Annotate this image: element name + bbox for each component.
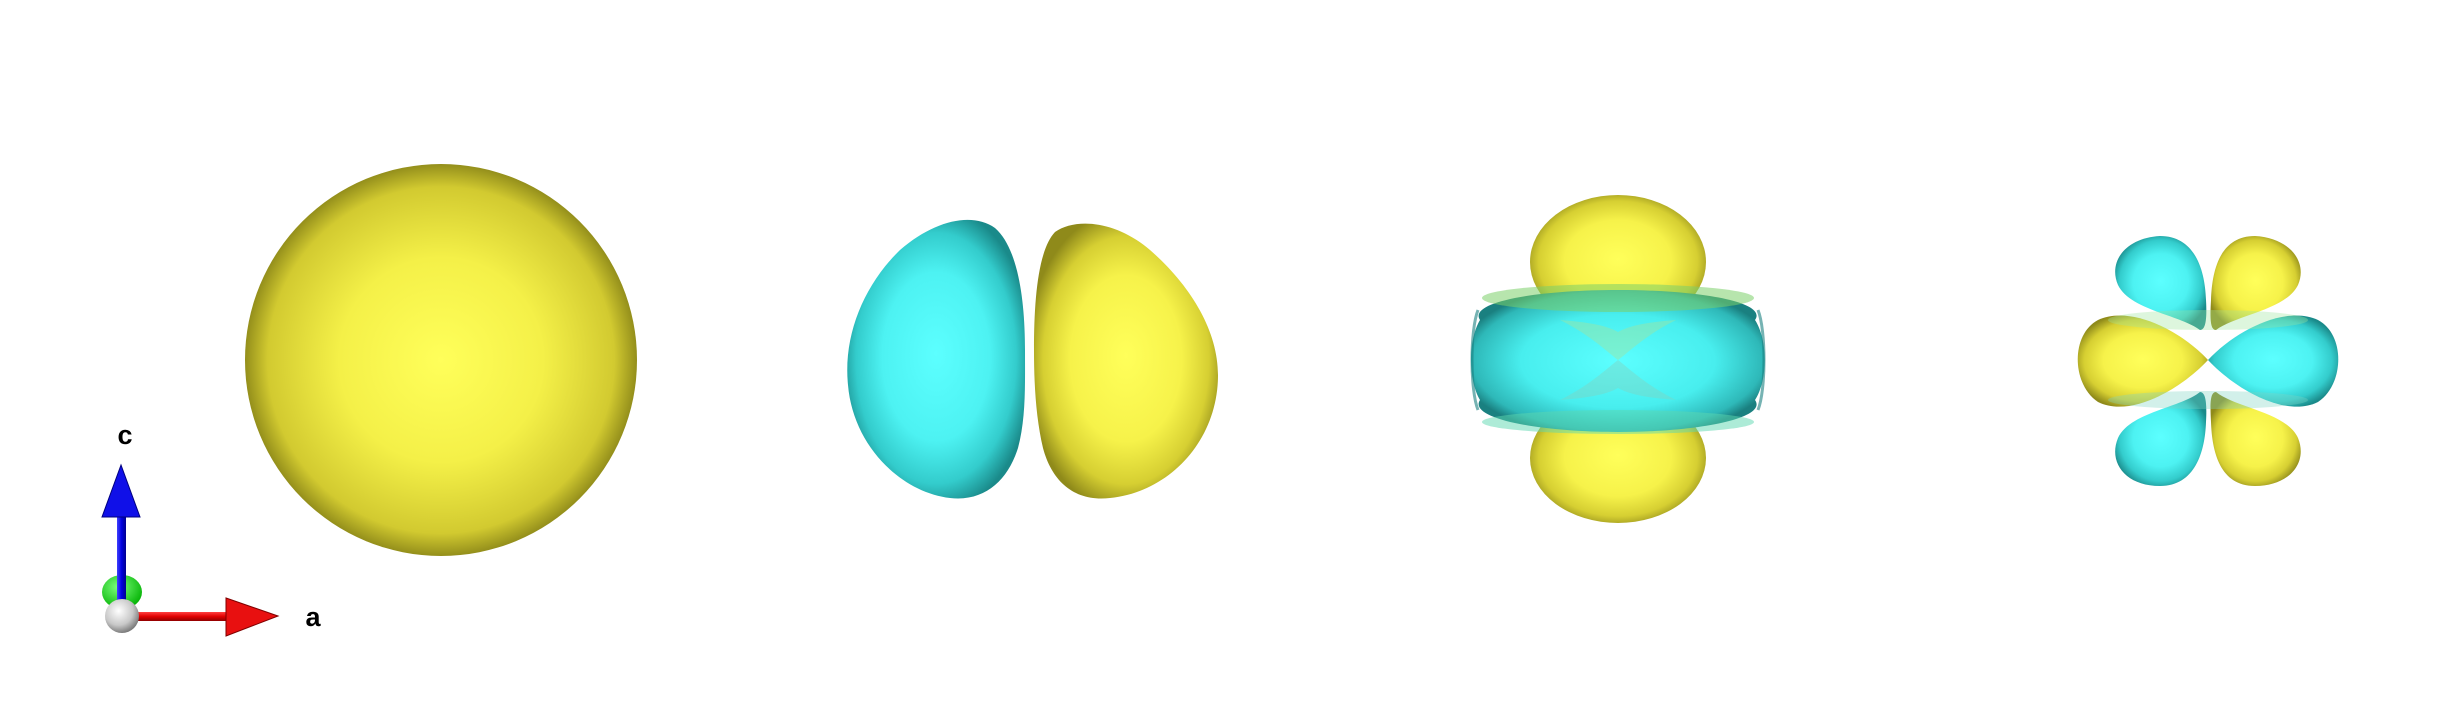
p-orbital <box>847 219 1218 499</box>
axis-origin <box>105 599 139 633</box>
d-orbital-lower-right-lobe <box>2210 392 2301 486</box>
c-axis-label: c <box>117 420 132 450</box>
dz2-orbital-torus-bottom-rim <box>1482 410 1754 434</box>
dz2-orbital-torus <box>1471 290 1765 432</box>
s-orbital <box>245 164 637 556</box>
d-orbital-overlap-band <box>2108 310 2308 330</box>
p-orbital-negative-lobe <box>847 219 1026 499</box>
p-orbital-positive-lobe <box>1034 223 1218 499</box>
dz2-orbital-hole-lower <box>1560 360 1676 400</box>
c-axis-arrowhead <box>101 463 141 518</box>
a-axis-label: a <box>305 602 321 632</box>
a-axis-arrowhead <box>225 597 280 637</box>
d-orbital <box>2077 236 2339 486</box>
dz2-orbital-torus-outline <box>1470 309 1766 411</box>
a-axis-shaft <box>124 612 232 621</box>
d-orbital-overlap-band-lower <box>2108 391 2308 409</box>
dz2-orbital-hole <box>1560 320 1676 360</box>
dz2-orbital <box>1470 195 1766 523</box>
d-orbital-right-lobe <box>2208 315 2339 407</box>
axis-indicator: c a <box>101 420 321 637</box>
d-orbital-left-lobe <box>2077 315 2208 407</box>
d-orbital-upper-right-lobe <box>2210 236 2301 330</box>
d-orbital-upper-left-lobe <box>2115 236 2207 330</box>
c-axis-shaft-front <box>117 560 126 615</box>
s-orbital-positive-lobe <box>245 164 637 556</box>
dz2-orbital-torus-top-rim <box>1482 284 1754 312</box>
d-orbital-lower-left-lobe <box>2115 392 2207 486</box>
